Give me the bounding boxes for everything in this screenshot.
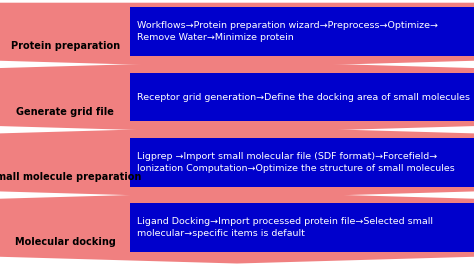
Text: Molecular docking: Molecular docking (15, 237, 116, 247)
Text: Small molecule preparation: Small molecule preparation (0, 172, 141, 182)
Polygon shape (0, 192, 474, 264)
Text: Receptor grid generation→Define the docking area of small molecules: Receptor grid generation→Define the dock… (137, 93, 471, 102)
FancyBboxPatch shape (130, 138, 474, 187)
Polygon shape (0, 127, 474, 198)
Text: Generate grid file: Generate grid file (16, 107, 114, 117)
Text: Ligand Docking→Import processed protein file→Selected small
molecular→specific i: Ligand Docking→Import processed protein … (137, 217, 433, 238)
FancyBboxPatch shape (130, 73, 474, 122)
Polygon shape (0, 61, 474, 133)
Text: Protein preparation: Protein preparation (10, 41, 120, 51)
Polygon shape (0, 3, 474, 68)
FancyBboxPatch shape (130, 7, 474, 56)
FancyBboxPatch shape (130, 203, 474, 252)
Text: Ligprep →Import small molecular file (SDF format)→Forcefield→
Ionization Computa: Ligprep →Import small molecular file (SD… (137, 152, 455, 173)
Text: Workflows→Protein preparation wizard→Preprocess→Optimize→
Remove Water→Minimize : Workflows→Protein preparation wizard→Pre… (137, 21, 438, 42)
